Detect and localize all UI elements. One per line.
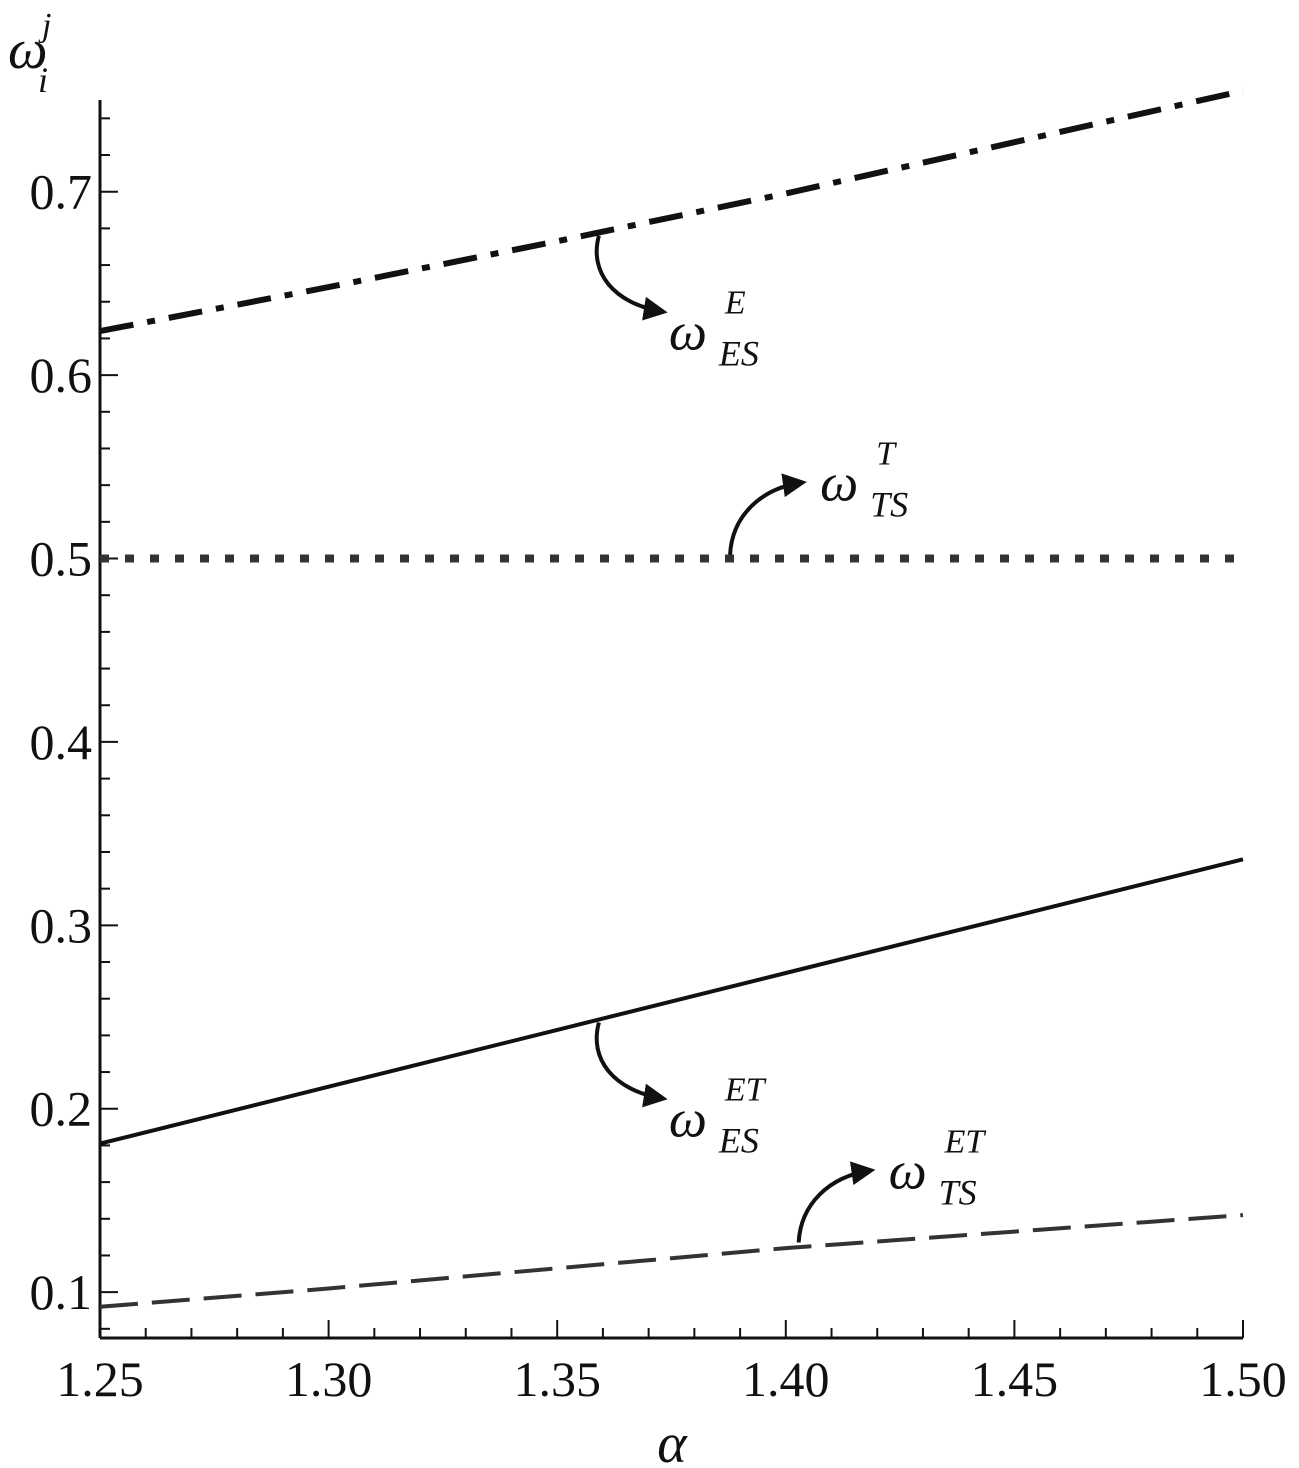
y-axis-title-sub: i [38,60,48,100]
annotation-sub: TS [870,485,908,525]
x-tick-label: 1.25 [56,1351,144,1407]
annotation-label-ts_et: ω TS ET [889,1123,987,1212]
annotation-sup: ET [944,1123,987,1160]
x-tick-label: 1.30 [285,1351,373,1407]
annotation-label-ts_t: ω TS T [820,436,908,525]
y-tick-label: 0.4 [30,714,93,770]
series-line-es_et [99,857,1244,1146]
y-tick-label: 0.6 [30,347,93,403]
y-tick-label: 0.1 [30,1264,93,1320]
axes: 1.25 1.30 1.35 1.40 1.45 1.50 0.1 0.2 0.3 0.4 0.5 0… [30,100,1287,1407]
y-axis-title: ω i j [8,7,52,100]
annotation-base: ω [669,1089,707,1149]
annotation-sup: T [876,436,897,473]
annotation-base: ω [889,1140,927,1200]
annotation-sub: ES [718,1121,759,1161]
annotation-base: ω [669,302,707,362]
x-tick-label: 1.50 [1199,1351,1287,1407]
annotation-sub: TS [939,1172,977,1212]
y-tick-label: 0.3 [30,897,93,953]
x-tick-label: 1.40 [742,1351,830,1407]
x-tick-label: 1.35 [513,1351,601,1407]
y-axis-title-base: ω [8,19,48,81]
annotation-sub: ES [718,334,759,374]
y-tick-label: 0.7 [30,164,93,220]
annotation-layer: ω ES Eω TS Tω ES ET ω TS ET [594,235,987,1243]
annotation-label-es_et: ω ES ET [669,1072,767,1161]
annotation-arrow-ts_et [796,1161,876,1243]
y-axis-title-sup: j [38,7,51,44]
annotation-base: ω [820,453,858,513]
y-tick-label: 0.5 [30,531,93,587]
x-tick-label: 1.45 [971,1351,1059,1407]
series-line-es_e [99,87,1244,335]
annotation-sup: E [724,285,746,322]
series-layer [99,87,1244,1309]
annotation-label-es_e: ω ES E [669,285,759,374]
y-tick-label: 0.2 [30,1081,93,1137]
annotation-arrow-es_et [594,1021,668,1108]
annotation-arrow-es_e [594,235,668,321]
annotation-arrow-ts_t [728,473,807,555]
annotation-sup: ET [724,1072,767,1109]
series-line-ts_et [99,1213,1244,1309]
x-axis-title: α [657,1413,688,1468]
